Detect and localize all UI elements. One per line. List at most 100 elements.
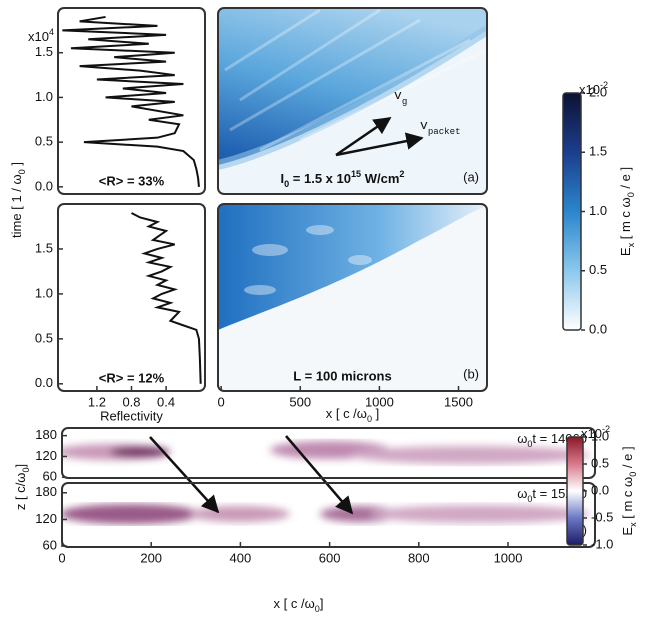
text-part: ] xyxy=(372,406,379,421)
y-tick-label: 0.5 xyxy=(589,262,607,277)
text-part: ] xyxy=(320,596,324,611)
text-part: ω xyxy=(517,431,527,446)
x-tick-label: 1000 xyxy=(365,394,394,409)
y-tick-label: 120 xyxy=(35,448,57,463)
panel-frame xyxy=(61,427,596,479)
arrow-label: vpacket xyxy=(420,118,461,136)
panel-frame xyxy=(61,482,596,548)
text-part: 0 xyxy=(21,467,31,472)
annotation: <R> = 33% xyxy=(99,173,165,188)
text-part: v xyxy=(420,118,428,133)
colorbar-multiplier: x10-2 xyxy=(579,80,608,97)
y-tick-label: 0.0 xyxy=(591,482,609,497)
x-tick-label: 1.2 xyxy=(88,394,106,409)
x-tick-label: 1500 xyxy=(444,394,473,409)
x-tick-label: 1000 xyxy=(494,550,523,565)
text-part: ω xyxy=(517,486,527,501)
text-part: 2 xyxy=(399,169,404,179)
text-part: 0 xyxy=(628,472,638,477)
text-part: 0 xyxy=(626,192,636,197)
text-part: -2 xyxy=(600,80,608,90)
reflectivity-line xyxy=(62,15,200,187)
x-tick-label: 800 xyxy=(408,550,430,565)
y-tick-label: 180 xyxy=(35,427,57,442)
y-tick-label: 1.5 xyxy=(35,44,53,59)
panel-frame xyxy=(217,203,488,392)
arrows xyxy=(149,116,424,515)
x-tick-label: 400 xyxy=(230,550,252,565)
y-tick-label: 120 xyxy=(35,511,57,526)
text-part: x [ c /ω xyxy=(274,596,315,611)
text-part: [ m c ω xyxy=(620,477,635,523)
x-tick-label: 0 xyxy=(58,550,65,565)
annotation: L = 100 microns xyxy=(293,368,391,383)
heatmap-image xyxy=(62,483,595,547)
text-part: g xyxy=(402,96,407,107)
y-tick-label: 0.5 xyxy=(591,455,609,470)
y-tick-label: 1.0 xyxy=(35,285,53,300)
text-part: time [ 1 / ω xyxy=(9,174,24,238)
text-part: / e ] xyxy=(620,446,635,471)
y-tick-label: 0.5 xyxy=(35,330,53,345)
y-axis-label: time [ 1 / ω0 ] xyxy=(9,162,27,238)
y-tick-label: 60 xyxy=(43,469,57,484)
panel-label: (b) xyxy=(463,366,479,381)
text-part: x10 xyxy=(581,426,602,441)
y-tick-label: 1.0 xyxy=(35,89,53,104)
y-tick-label: 1.0 xyxy=(589,203,607,218)
text-part: [ m c ω xyxy=(618,197,633,243)
y-tick-label: 2.0 xyxy=(589,84,607,99)
text-part: z [ c/ω xyxy=(13,473,28,511)
y-tick-label: -0.5 xyxy=(591,509,613,524)
y-axis-label: z [ c/ω0] xyxy=(13,464,31,510)
y-multiplier: x104 xyxy=(28,27,54,44)
text-part: x xyxy=(628,522,638,527)
text-part: ] xyxy=(13,464,28,468)
heatmap-image xyxy=(218,204,487,391)
text-part: packet xyxy=(428,126,461,137)
text-part: 0 xyxy=(315,604,320,614)
x-tick-label: 0.4 xyxy=(157,394,175,409)
y-tick-label: 1.5 xyxy=(35,240,53,255)
text-part: x xyxy=(626,242,636,247)
x-tick-label: 600 xyxy=(319,550,341,565)
text-part: v xyxy=(394,88,402,103)
text-part: = 1.5 x 10 xyxy=(289,171,351,186)
x-tick-label: 0 xyxy=(218,394,225,409)
y-tick-label: 0.0 xyxy=(35,375,53,390)
colorbar-multiplier: x10-2 xyxy=(581,424,610,441)
annotation: I0 = 1.5 x 1015 W/cm2 xyxy=(281,169,405,189)
text-part: E xyxy=(620,527,635,536)
y-tick-label: 0.5 xyxy=(35,134,53,149)
x-tick-label: 500 xyxy=(289,394,311,409)
y-tick-label: 1.0 xyxy=(591,428,609,443)
x-tick-label: 0.8 xyxy=(122,394,140,409)
x-axis-label: Reflectivity xyxy=(100,408,163,423)
colorbar xyxy=(562,92,582,331)
y-tick-label: -1.0 xyxy=(591,536,613,551)
arrow-label: vg xyxy=(394,88,407,106)
panel-frame xyxy=(57,203,206,392)
text-part: -2 xyxy=(602,424,610,434)
x-axis-label: x [ c /ω0] xyxy=(274,596,324,614)
text-part: x [ c /ω xyxy=(326,406,367,421)
colorbar-label: Ex [ m c ω0 / e ] xyxy=(618,167,636,256)
text-part: x10 xyxy=(28,29,49,44)
text-part: x10 xyxy=(579,82,600,97)
text-part: 4 xyxy=(49,27,54,37)
y-tick-label: 60 xyxy=(43,538,57,553)
text-part: 0 xyxy=(367,414,372,424)
text-part: 0 xyxy=(17,169,27,174)
y-tick-label: 0.0 xyxy=(589,321,607,336)
text-part: E xyxy=(618,247,633,256)
text-part: 15 xyxy=(351,169,361,179)
reflectivity-line xyxy=(131,212,202,384)
text-part: 0 xyxy=(527,494,532,504)
annotation: <R> = 12% xyxy=(99,370,165,385)
heatmap-image xyxy=(62,428,595,478)
panel-frame xyxy=(57,7,206,195)
text-part: ] xyxy=(9,162,24,169)
x-axis-label: x [ c /ω0 ] xyxy=(326,406,380,424)
text-part: I xyxy=(281,171,285,186)
